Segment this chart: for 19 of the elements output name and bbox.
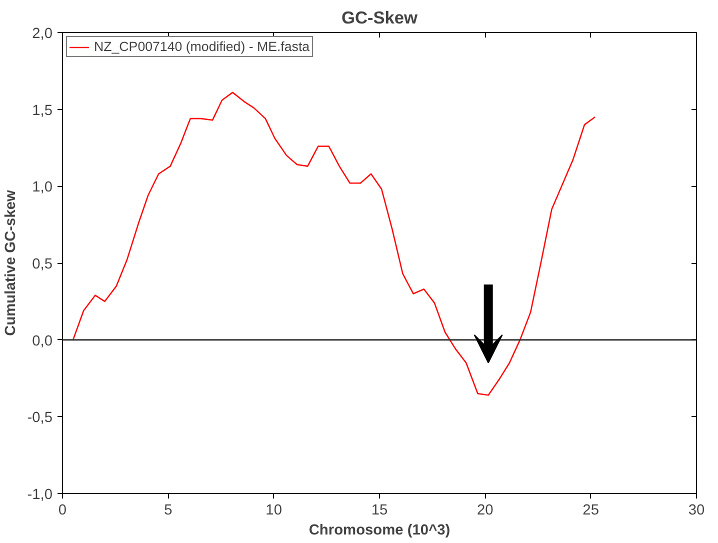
y-tick-label: 1,5 <box>32 102 52 119</box>
y-tick-label: -0,5 <box>27 410 53 426</box>
line-series <box>72 92 596 396</box>
x-tick-label: 15 <box>371 502 388 518</box>
y-axis-title: Cumulative GC-skew <box>3 190 20 336</box>
x-tick-label: 30 <box>688 502 705 518</box>
y-tick-label: 1,0 <box>32 180 52 196</box>
y-tick-label: 2,0 <box>32 26 52 42</box>
y-tick-label: 0,0 <box>32 333 52 350</box>
x-axis-title: Chromosome (10^3) <box>308 522 450 538</box>
chart-title: GC-Skew <box>341 8 418 28</box>
x-tick-label: 10 <box>266 502 282 518</box>
x-tick-label: 0 <box>58 502 67 518</box>
y-tick-label: 0,5 <box>32 256 52 272</box>
y-tick-label: -1,0 <box>27 487 53 503</box>
x-tick-label: 25 <box>582 502 599 518</box>
legend-label: NZ_CP007140 (modified) - ME.fasta <box>94 39 310 54</box>
x-tick-label: 20 <box>477 502 494 518</box>
x-tick-label: 5 <box>164 502 172 518</box>
